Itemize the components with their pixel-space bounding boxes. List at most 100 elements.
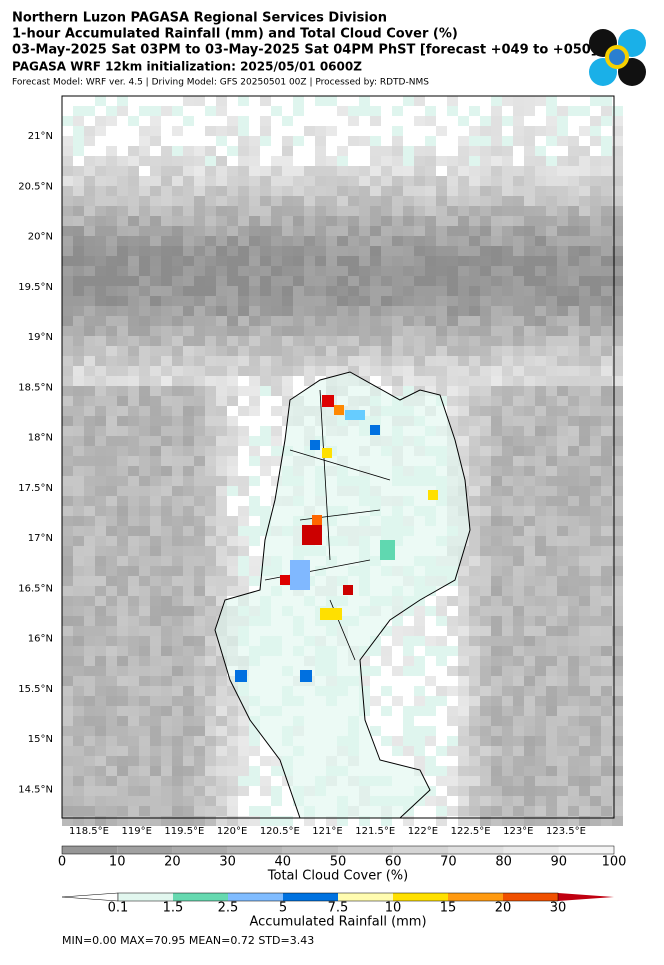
cloud-cell: [172, 316, 183, 326]
cloud-cell: [491, 746, 502, 756]
cloud-cell: [161, 416, 172, 426]
cloud-cell: [205, 746, 216, 756]
cloud-cell: [194, 396, 205, 406]
cloud-cell: [546, 606, 557, 616]
cloud-cell: [579, 496, 590, 506]
cloud-cell: [139, 716, 150, 726]
cloud-cell: [205, 546, 216, 556]
cloud-cell: [513, 586, 524, 596]
cloud-cell: [601, 616, 612, 626]
cloud-cell: [568, 466, 579, 476]
cloud-cell: [73, 646, 84, 656]
cloud-cell: [238, 366, 249, 376]
cloud-cell: [491, 146, 502, 156]
cloud-cell: [436, 316, 447, 326]
cloud-cell: [535, 616, 546, 626]
cloud-cell: [183, 626, 194, 636]
cloud-cell: [381, 146, 392, 156]
cloud-cell: [150, 646, 161, 656]
cloud-cell: [216, 236, 227, 246]
cloud-cell: [590, 746, 601, 756]
cloud-cell: [524, 106, 535, 116]
cloud-cell: [381, 246, 392, 256]
cloud-cell: [194, 176, 205, 186]
cloud-cell: [117, 716, 128, 726]
cloud-cell: [73, 466, 84, 476]
cloud-cell: [513, 136, 524, 146]
cloud-cell: [513, 576, 524, 586]
cloud-cell: [128, 566, 139, 576]
cloud-cell: [205, 506, 216, 516]
cloud-cell: [601, 466, 612, 476]
cloud-cell: [216, 466, 227, 476]
cloud-cell: [293, 166, 304, 176]
cloud-cell: [480, 576, 491, 586]
cloud-cell: [73, 446, 84, 456]
cloud-cell: [348, 136, 359, 146]
cloud-cell: [205, 796, 216, 806]
cloud-cell: [139, 726, 150, 736]
cloud-cell: [194, 436, 205, 446]
cloud-cell: [106, 386, 117, 396]
cloud-cell: [458, 326, 469, 336]
cloud-cell: [535, 306, 546, 316]
cloud-cell: [183, 486, 194, 496]
cloud-cell: [458, 256, 469, 266]
cloud-cell: [436, 356, 447, 366]
cloud-cell: [304, 256, 315, 266]
cloud-cell: [370, 636, 381, 646]
cloud-cell: [194, 796, 205, 806]
cloud-cell: [84, 486, 95, 496]
cloud-cell: [282, 816, 293, 826]
cloud-cell: [62, 166, 73, 176]
cloud-cell: [194, 356, 205, 366]
cloud-cell: [524, 326, 535, 336]
cloud-cell: [436, 226, 447, 236]
cloud-cell: [128, 676, 139, 686]
cloud-cell: [414, 156, 425, 166]
cloud-cell: [480, 486, 491, 496]
cloud-cell: [381, 286, 392, 296]
lat-label: 19°N: [28, 332, 53, 343]
cloud-cell: [161, 656, 172, 666]
cloud-cell: [95, 706, 106, 716]
cloud-cell: [425, 246, 436, 256]
cloud-cell: [524, 156, 535, 166]
cloud-cell: [150, 686, 161, 696]
cloud-cell: [150, 106, 161, 116]
cloud-cell: [117, 646, 128, 656]
cloud-cell: [447, 276, 458, 286]
cloud-cell: [161, 466, 172, 476]
cloud-cell: [590, 316, 601, 326]
cloud-cell: [150, 616, 161, 626]
cloud-cell: [535, 666, 546, 676]
cloud-cell: [524, 806, 535, 816]
cloud-cell: [315, 96, 326, 106]
cloud-cell: [557, 296, 568, 306]
cloud-cell: [414, 96, 425, 106]
cloud-cell: [238, 226, 249, 236]
cloud-cell: [161, 706, 172, 716]
cloud-cell: [469, 276, 480, 286]
cloud-cell: [128, 616, 139, 626]
cloud-cell: [150, 136, 161, 146]
cloud-cell: [458, 136, 469, 146]
cloud-cell: [568, 386, 579, 396]
cloud-cell: [249, 346, 260, 356]
cloud-cell: [183, 786, 194, 796]
cloud-cell: [546, 706, 557, 716]
rain-colorbar-tick: 5: [279, 901, 287, 916]
cloud-cell: [194, 766, 205, 776]
cloud-cell: [128, 536, 139, 546]
cloud-cell: [425, 206, 436, 216]
cloud-cell: [414, 696, 425, 706]
cloud-cell: [194, 596, 205, 606]
rain-colorbar-tick: 30: [550, 901, 567, 916]
cloud-cell: [194, 296, 205, 306]
cloud-cell: [491, 806, 502, 816]
cloud-cell: [590, 326, 601, 336]
cloud-cell: [128, 116, 139, 126]
cloud-cell: [590, 726, 601, 736]
cloud-cell: [491, 516, 502, 526]
cloud-cell: [271, 816, 282, 826]
